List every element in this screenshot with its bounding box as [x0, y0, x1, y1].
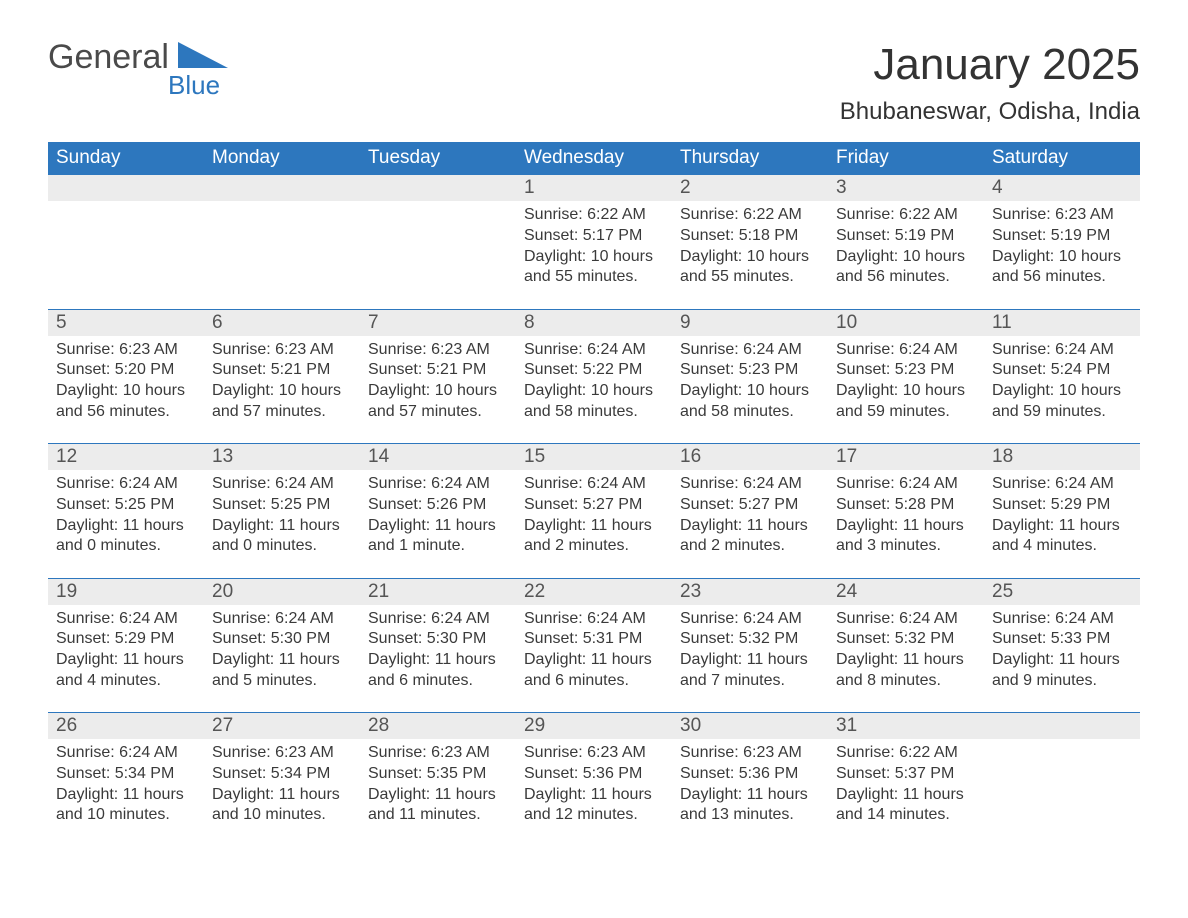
day-content-cell: Sunrise: 6:24 AMSunset: 5:31 PMDaylight:… [516, 605, 672, 713]
day-header: Monday [204, 142, 360, 175]
day-header: Saturday [984, 142, 1140, 175]
day-header-row: SundayMondayTuesdayWednesdayThursdayFrid… [48, 142, 1140, 175]
day-number-cell: 29 [516, 713, 672, 740]
day-number-cell: 24 [828, 578, 984, 605]
day-content-cell: Sunrise: 6:23 AMSunset: 5:36 PMDaylight:… [516, 739, 672, 847]
day-number-cell: 2 [672, 175, 828, 202]
day-number-cell: 9 [672, 309, 828, 336]
day-number-cell: 23 [672, 578, 828, 605]
day-content-cell: Sunrise: 6:23 AMSunset: 5:21 PMDaylight:… [360, 336, 516, 444]
day-content-cell [984, 739, 1140, 847]
day-number-cell: 5 [48, 309, 204, 336]
day-number-cell: 16 [672, 444, 828, 471]
day-number-cell: 30 [672, 713, 828, 740]
week-daynum-row: 567891011 [48, 309, 1140, 336]
day-content-cell: Sunrise: 6:24 AMSunset: 5:32 PMDaylight:… [828, 605, 984, 713]
month-title: January 2025 [840, 40, 1140, 90]
week-content-row: Sunrise: 6:24 AMSunset: 5:25 PMDaylight:… [48, 470, 1140, 578]
day-number-cell: 19 [48, 578, 204, 605]
day-number-cell [48, 175, 204, 202]
day-number-cell [360, 175, 516, 202]
day-content-cell [48, 201, 204, 309]
week-content-row: Sunrise: 6:24 AMSunset: 5:34 PMDaylight:… [48, 739, 1140, 847]
day-header: Thursday [672, 142, 828, 175]
day-content-cell: Sunrise: 6:24 AMSunset: 5:30 PMDaylight:… [360, 605, 516, 713]
location-text: Bhubaneswar, Odisha, India [840, 98, 1140, 126]
day-content-cell: Sunrise: 6:24 AMSunset: 5:32 PMDaylight:… [672, 605, 828, 713]
day-content-cell: Sunrise: 6:22 AMSunset: 5:19 PMDaylight:… [828, 201, 984, 309]
day-content-cell: Sunrise: 6:24 AMSunset: 5:28 PMDaylight:… [828, 470, 984, 578]
day-number-cell: 17 [828, 444, 984, 471]
title-block: January 2025 Bhubaneswar, Odisha, India [840, 40, 1140, 136]
day-content-cell: Sunrise: 6:24 AMSunset: 5:22 PMDaylight:… [516, 336, 672, 444]
calendar-table: SundayMondayTuesdayWednesdayThursdayFrid… [48, 142, 1140, 847]
logo: General Blue [48, 40, 169, 74]
week-daynum-row: 12131415161718 [48, 444, 1140, 471]
day-content-cell: Sunrise: 6:24 AMSunset: 5:34 PMDaylight:… [48, 739, 204, 847]
day-content-cell: Sunrise: 6:24 AMSunset: 5:29 PMDaylight:… [984, 470, 1140, 578]
day-content-cell: Sunrise: 6:24 AMSunset: 5:26 PMDaylight:… [360, 470, 516, 578]
day-number-cell: 27 [204, 713, 360, 740]
day-content-cell: Sunrise: 6:24 AMSunset: 5:24 PMDaylight:… [984, 336, 1140, 444]
day-number-cell: 7 [360, 309, 516, 336]
day-number-cell: 4 [984, 175, 1140, 202]
day-content-cell: Sunrise: 6:24 AMSunset: 5:30 PMDaylight:… [204, 605, 360, 713]
day-content-cell: Sunrise: 6:23 AMSunset: 5:34 PMDaylight:… [204, 739, 360, 847]
day-number-cell: 20 [204, 578, 360, 605]
day-number-cell: 25 [984, 578, 1140, 605]
day-number-cell [204, 175, 360, 202]
page-header: General Blue January 2025 Bhubaneswar, O… [48, 40, 1140, 136]
week-content-row: Sunrise: 6:22 AMSunset: 5:17 PMDaylight:… [48, 201, 1140, 309]
day-number-cell: 3 [828, 175, 984, 202]
day-number-cell: 8 [516, 309, 672, 336]
day-content-cell: Sunrise: 6:22 AMSunset: 5:17 PMDaylight:… [516, 201, 672, 309]
day-content-cell: Sunrise: 6:24 AMSunset: 5:27 PMDaylight:… [516, 470, 672, 578]
week-daynum-row: 1234 [48, 175, 1140, 202]
day-number-cell: 14 [360, 444, 516, 471]
day-header: Friday [828, 142, 984, 175]
day-number-cell: 10 [828, 309, 984, 336]
day-number-cell: 18 [984, 444, 1140, 471]
day-content-cell: Sunrise: 6:22 AMSunset: 5:37 PMDaylight:… [828, 739, 984, 847]
day-number-cell: 13 [204, 444, 360, 471]
week-content-row: Sunrise: 6:23 AMSunset: 5:20 PMDaylight:… [48, 336, 1140, 444]
day-content-cell: Sunrise: 6:24 AMSunset: 5:23 PMDaylight:… [672, 336, 828, 444]
logo-main-text: General [48, 40, 169, 74]
day-number-cell: 12 [48, 444, 204, 471]
day-number-cell: 6 [204, 309, 360, 336]
day-content-cell: Sunrise: 6:24 AMSunset: 5:27 PMDaylight:… [672, 470, 828, 578]
day-content-cell: Sunrise: 6:24 AMSunset: 5:33 PMDaylight:… [984, 605, 1140, 713]
day-number-cell: 1 [516, 175, 672, 202]
week-daynum-row: 262728293031 [48, 713, 1140, 740]
day-content-cell: Sunrise: 6:23 AMSunset: 5:21 PMDaylight:… [204, 336, 360, 444]
week-content-row: Sunrise: 6:24 AMSunset: 5:29 PMDaylight:… [48, 605, 1140, 713]
day-number-cell: 15 [516, 444, 672, 471]
day-content-cell: Sunrise: 6:24 AMSunset: 5:29 PMDaylight:… [48, 605, 204, 713]
day-content-cell: Sunrise: 6:22 AMSunset: 5:18 PMDaylight:… [672, 201, 828, 309]
day-number-cell: 11 [984, 309, 1140, 336]
day-content-cell [204, 201, 360, 309]
day-number-cell [984, 713, 1140, 740]
day-content-cell: Sunrise: 6:24 AMSunset: 5:23 PMDaylight:… [828, 336, 984, 444]
calendar-body: 1234Sunrise: 6:22 AMSunset: 5:17 PMDayli… [48, 175, 1140, 848]
day-content-cell [360, 201, 516, 309]
day-number-cell: 22 [516, 578, 672, 605]
day-content-cell: Sunrise: 6:23 AMSunset: 5:35 PMDaylight:… [360, 739, 516, 847]
day-header: Tuesday [360, 142, 516, 175]
logo-triangle-icon [178, 42, 228, 73]
day-header: Wednesday [516, 142, 672, 175]
day-content-cell: Sunrise: 6:24 AMSunset: 5:25 PMDaylight:… [48, 470, 204, 578]
day-number-cell: 21 [360, 578, 516, 605]
day-content-cell: Sunrise: 6:24 AMSunset: 5:25 PMDaylight:… [204, 470, 360, 578]
day-number-cell: 31 [828, 713, 984, 740]
day-content-cell: Sunrise: 6:23 AMSunset: 5:19 PMDaylight:… [984, 201, 1140, 309]
day-number-cell: 28 [360, 713, 516, 740]
day-number-cell: 26 [48, 713, 204, 740]
week-daynum-row: 19202122232425 [48, 578, 1140, 605]
logo-sub-text: Blue [168, 70, 220, 101]
day-content-cell: Sunrise: 6:23 AMSunset: 5:20 PMDaylight:… [48, 336, 204, 444]
day-content-cell: Sunrise: 6:23 AMSunset: 5:36 PMDaylight:… [672, 739, 828, 847]
day-header: Sunday [48, 142, 204, 175]
